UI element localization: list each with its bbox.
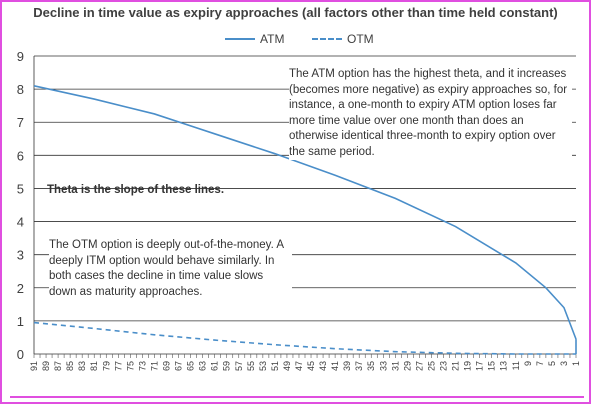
legend-label-otm: OTM — [347, 32, 374, 46]
x-tick-label-17: 17 — [475, 361, 485, 371]
legend-item-otm: OTM — [312, 32, 374, 46]
x-tick-label-5: 5 — [547, 361, 557, 366]
y-tick-label-4: 4 — [17, 215, 24, 230]
x-tick-label-31: 31 — [390, 361, 400, 371]
x-tick-label-63: 63 — [198, 361, 208, 371]
y-tick-label-1: 1 — [17, 314, 24, 329]
x-tick-label-15: 15 — [487, 361, 497, 371]
x-tick-label-79: 79 — [101, 361, 111, 371]
x-tick-label-19: 19 — [463, 361, 473, 371]
x-tick-label-29: 29 — [402, 361, 412, 371]
x-tick-label-39: 39 — [342, 361, 352, 371]
x-tick-label-83: 83 — [77, 361, 87, 371]
series-line-atm — [33, 85, 577, 340]
x-tick-label-25: 25 — [426, 361, 436, 371]
x-tick-label-3: 3 — [559, 361, 569, 366]
x-tick-label-61: 61 — [210, 361, 220, 371]
y-tick-label-9: 9 — [17, 49, 24, 64]
x-tick-label-7: 7 — [535, 361, 545, 366]
x-tick-label-65: 65 — [186, 361, 196, 371]
x-tick-label-67: 67 — [174, 361, 184, 371]
x-tick-label-49: 49 — [282, 361, 292, 371]
x-tick-label-13: 13 — [499, 361, 509, 371]
y-tick-label-6: 6 — [17, 148, 24, 163]
y-tick-label-8: 8 — [17, 82, 24, 97]
x-tick-label-9: 9 — [523, 361, 533, 366]
x-tick-label-33: 33 — [378, 361, 388, 371]
x-tick-label-1: 1 — [571, 361, 581, 366]
legend-swatch-solid — [225, 38, 255, 40]
y-tick-label-2: 2 — [17, 281, 24, 296]
x-tick-label-89: 89 — [41, 361, 51, 371]
x-tick-label-35: 35 — [366, 361, 376, 371]
y-tick-label-5: 5 — [17, 181, 24, 196]
x-tick-label-53: 53 — [258, 361, 268, 371]
x-tick-label-11: 11 — [511, 361, 521, 370]
x-tick-label-91: 91 — [29, 361, 39, 371]
x-tick-label-87: 87 — [53, 361, 63, 371]
x-tick-label-37: 37 — [354, 361, 364, 371]
annotation-otm: The OTM option is deeply out-of-the-mone… — [49, 238, 292, 300]
legend-label-atm: ATM — [260, 32, 285, 46]
annotation-atm: The ATM option has the highest theta, an… — [289, 67, 572, 160]
x-tick-label-21: 21 — [451, 361, 461, 371]
legend-item-atm: ATM — [225, 32, 284, 46]
x-tick-label-23: 23 — [439, 361, 449, 371]
x-tick-label-27: 27 — [414, 361, 424, 371]
x-tick-label-75: 75 — [125, 361, 135, 371]
chart-title: Decline in time value as expiry approach… — [33, 5, 558, 20]
x-tick-label-85: 85 — [65, 361, 75, 371]
x-tick-label-73: 73 — [137, 361, 147, 371]
x-tick-label-47: 47 — [294, 361, 304, 371]
x-tick-label-81: 81 — [89, 361, 99, 371]
x-tick-label-77: 77 — [113, 361, 123, 371]
y-tick-label-7: 7 — [17, 115, 24, 130]
x-tick-label-45: 45 — [306, 361, 316, 371]
y-tick-label-0: 0 — [17, 347, 24, 362]
y-tick-label-3: 3 — [17, 248, 24, 263]
legend-swatch-dashed — [312, 38, 342, 40]
x-tick-label-71: 71 — [149, 361, 159, 371]
x-tick-label-55: 55 — [246, 361, 256, 371]
x-tick-label-69: 69 — [161, 361, 171, 371]
x-tick-label-41: 41 — [330, 361, 340, 371]
x-tick-label-57: 57 — [234, 361, 244, 371]
x-tick-label-51: 51 — [270, 361, 280, 371]
x-tick-label-59: 59 — [222, 361, 232, 371]
x-tick-label-43: 43 — [318, 361, 328, 371]
series-line-otm — [33, 321, 576, 355]
annotation-theta: Theta is the slope of these lines. — [47, 184, 225, 196]
